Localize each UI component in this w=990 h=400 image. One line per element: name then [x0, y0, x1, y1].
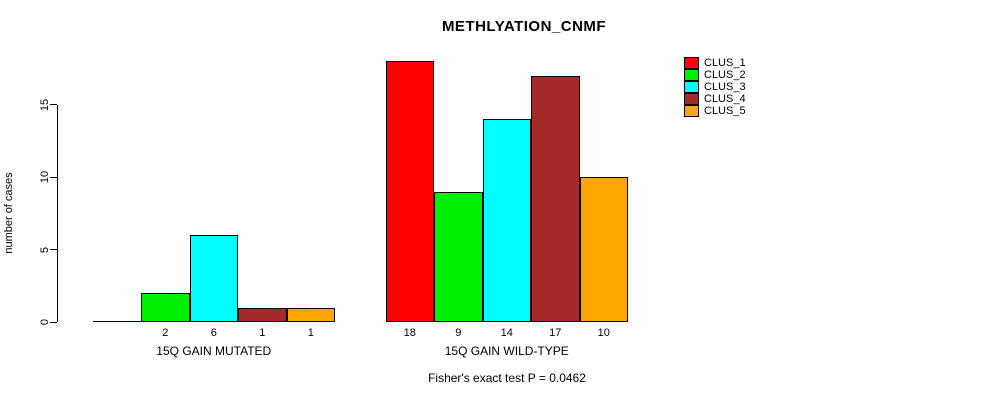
bar-clus_3	[482, 119, 531, 322]
legend-swatch-clus_5	[684, 105, 699, 117]
bar-value-label: 9	[455, 327, 462, 339]
bar-value-label: 14	[500, 327, 513, 339]
bar-value-label: 17	[549, 327, 562, 339]
x-group-label: 15Q GAIN MUTATED	[156, 344, 272, 358]
bar-clus_1	[385, 61, 434, 322]
legend-swatch-clus_1	[684, 57, 699, 69]
y-axis-line	[57, 104, 58, 322]
y-tick-label: 10	[39, 170, 51, 184]
legend-row: CLUS_5	[684, 105, 746, 117]
bar-value-label: 1	[259, 327, 266, 339]
bar-value-label: 1	[307, 327, 314, 339]
legend: CLUS_1 CLUS_2 CLUS_3 CLUS_4 CLUS_5	[684, 57, 746, 117]
fisher-test-caption: Fisher's exact test P = 0.0462	[428, 371, 586, 385]
y-tick-label: 5	[39, 246, 51, 253]
bar-value-label: 6	[210, 327, 217, 339]
legend-label: CLUS_2	[704, 69, 746, 81]
y-tick-label: 15	[39, 98, 51, 111]
legend-swatch-clus_3	[684, 81, 699, 93]
bar-clus_5	[579, 177, 628, 322]
bar-clus_5	[286, 307, 335, 322]
bar-value-label: 18	[403, 327, 416, 339]
legend-row: CLUS_3	[684, 81, 746, 93]
legend-swatch-clus_2	[684, 69, 699, 81]
y-tick-label: 0	[39, 318, 51, 326]
bar-clus_2	[141, 293, 190, 322]
x-group-label: 15Q GAIN WILD-TYPE	[444, 344, 569, 358]
bar-clus_4	[531, 75, 580, 322]
legend-label: CLUS_5	[704, 105, 746, 117]
chart-title: METHLYATION_CNMF	[441, 18, 607, 35]
bar-clus_1-zero	[92, 321, 141, 322]
bar-value-label: 2	[162, 327, 169, 339]
legend-label: CLUS_3	[704, 81, 746, 93]
bar-clus_4	[238, 307, 287, 322]
y-tick-mark	[50, 249, 57, 250]
y-tick-mark	[50, 176, 57, 178]
bar-value-label: 10	[597, 327, 610, 339]
legend-label: CLUS_4	[704, 93, 746, 105]
y-tick-mark	[50, 321, 57, 323]
legend-label: CLUS_1	[704, 57, 746, 69]
legend-row: CLUS_2	[684, 69, 746, 81]
legend-row: CLUS_1	[684, 57, 746, 69]
bar-clus_3	[189, 235, 238, 322]
y-tick-mark	[50, 104, 57, 105]
legend-row: CLUS_4	[684, 93, 746, 105]
bar-clus_2	[434, 191, 483, 322]
legend-swatch-clus_4	[684, 93, 699, 105]
y-axis-label: number of cases	[3, 172, 15, 254]
